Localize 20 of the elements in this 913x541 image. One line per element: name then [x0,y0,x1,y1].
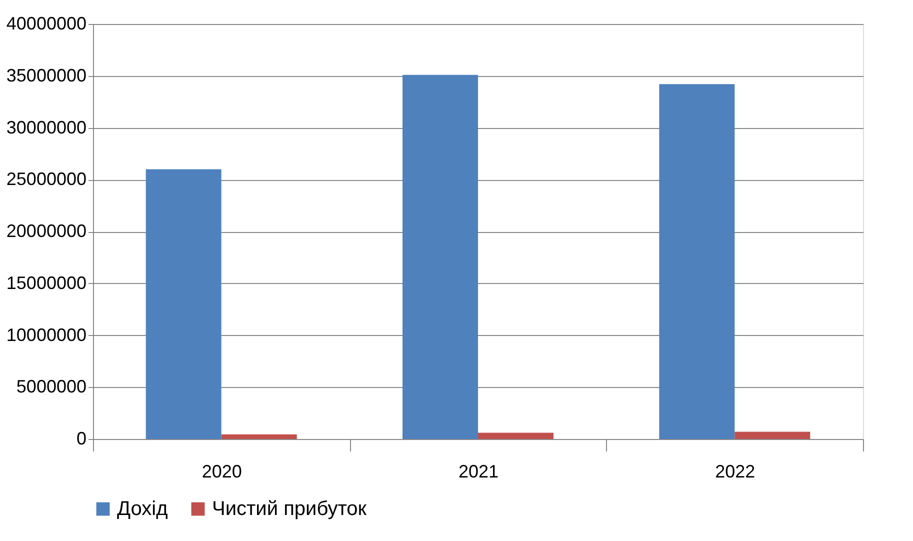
x-tick-label: 2022 [715,462,756,482]
y-tick-label: 0 [76,428,86,448]
legend-label: Чистий прибуток [212,498,367,520]
bar [734,432,810,439]
bar [402,74,478,439]
y-tick-label: 10000000 [6,324,86,345]
legend-label: Дохід [117,498,168,520]
bar [659,84,735,439]
y-tick-label: 40000000 [6,14,86,34]
y-tick-label: 5000000 [16,376,86,397]
bar [478,432,554,439]
x-tick-label: 2020 [202,462,242,482]
y-tick-label: 35000000 [6,65,86,86]
y-tick-label: 15000000 [6,272,86,293]
y-tick-label: 30000000 [6,117,86,138]
y-tick-label: 25000000 [6,169,86,190]
x-tick-label: 2021 [458,462,499,482]
y-tick-label: 20000000 [6,221,86,241]
bar [221,434,297,439]
bar [146,169,222,439]
